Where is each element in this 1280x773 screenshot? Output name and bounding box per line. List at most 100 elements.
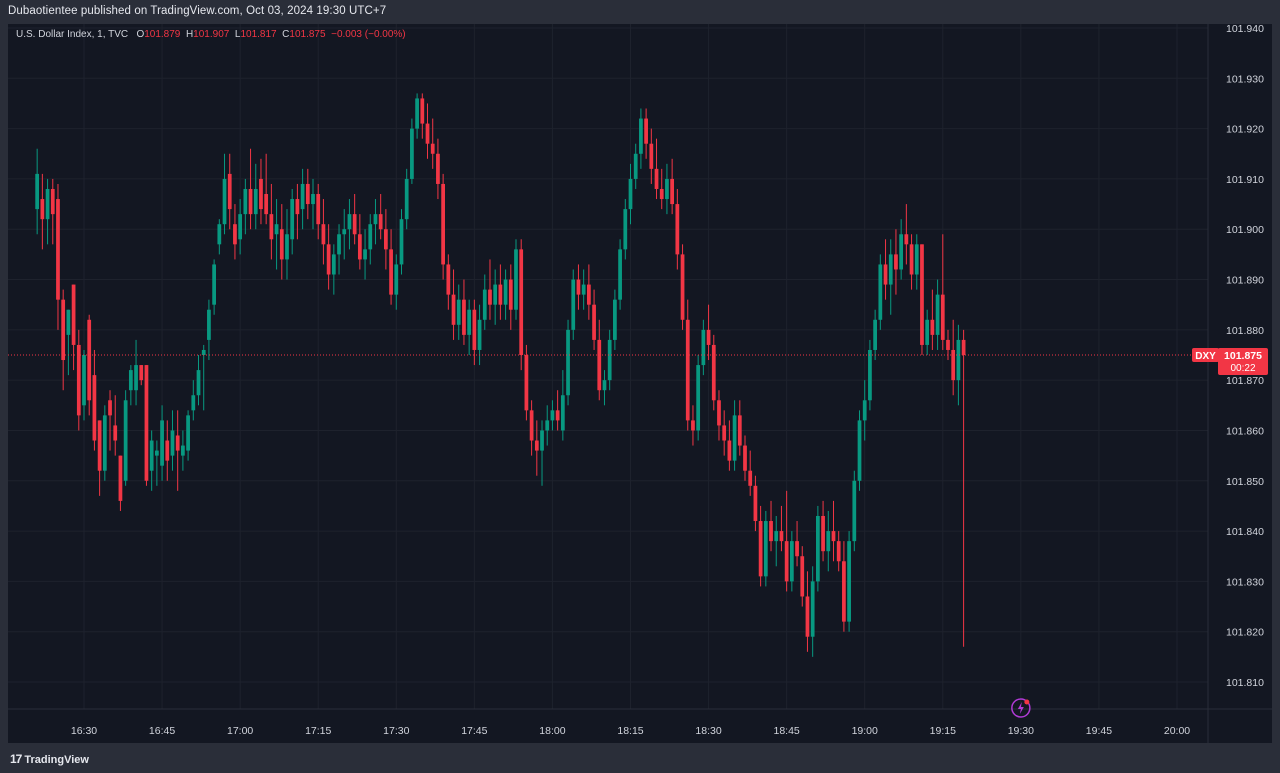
price-tag-box — [1218, 348, 1268, 375]
candle-body-up — [545, 420, 550, 431]
candlestick-chart[interactable]: 101.940 101.930 101.920 101.910 101.900 101.8… — [8, 24, 1272, 743]
candle-body-down — [784, 541, 789, 582]
candle-body-up — [128, 370, 133, 391]
candle-body-down — [97, 420, 102, 471]
candle-body-up — [35, 173, 40, 210]
candle-body-up — [607, 339, 612, 381]
candle-body-down — [50, 188, 55, 215]
legend-close-value: 101.875 — [289, 29, 326, 40]
candle-body-up — [368, 224, 373, 250]
candle-body-down — [592, 304, 596, 340]
candle-body-down — [831, 531, 836, 542]
candle-body-up — [628, 178, 633, 210]
x-tick-label: 18:45 — [774, 725, 800, 737]
candle-body-up — [399, 219, 404, 265]
candle-body-down — [420, 98, 425, 124]
candle-body-down — [883, 264, 888, 285]
candle-body-down — [451, 294, 456, 325]
candle-body-down — [488, 289, 492, 305]
candle-body-up — [732, 415, 737, 461]
candle-body-up — [540, 430, 544, 451]
x-tick-label: 19:45 — [1086, 725, 1112, 737]
candle-body-up — [160, 420, 164, 466]
candle-body-up — [415, 98, 419, 129]
candle-body-up — [613, 299, 617, 340]
candle-body-down — [508, 279, 513, 310]
candle-body-down — [779, 531, 784, 542]
footer-brand: TradingView — [24, 754, 89, 766]
candle-body-down — [269, 214, 274, 240]
candle-body-down — [436, 153, 440, 184]
y-tick-label: 101.850 — [1226, 476, 1264, 488]
candle-body-down — [92, 375, 97, 441]
candle-body-up — [810, 581, 815, 637]
candle-body-down — [795, 541, 799, 557]
x-tick-label: 19:15 — [930, 725, 956, 737]
legend-high-value: 101.907 — [193, 29, 230, 40]
publisher-bar: Dubaotientee published on TradingView.co… — [0, 0, 1280, 24]
footer-bar: 17 TradingView — [0, 743, 1280, 773]
y-tick-label: 101.810 — [1226, 677, 1264, 689]
x-tick-label: 17:00 — [227, 725, 253, 737]
candle-body-up — [935, 294, 940, 335]
candle-body-up — [217, 224, 222, 245]
y-tick-label: 101.880 — [1226, 325, 1264, 337]
candle-body-down — [519, 249, 524, 355]
candle-body-down — [717, 400, 721, 426]
candle-body-down — [727, 440, 732, 461]
candle-body-down — [529, 410, 534, 441]
x-tick-label: 19:00 — [852, 725, 878, 737]
candle-body-down — [675, 204, 680, 255]
legend-open-label: O — [136, 29, 145, 40]
candle-body-up — [639, 118, 643, 154]
candle-body-up — [311, 194, 315, 205]
candle-body-down — [685, 319, 690, 421]
candle-body-up — [331, 254, 336, 275]
candle-body-up — [170, 430, 175, 456]
candle-body-up — [862, 400, 867, 421]
legend-low-value: 101.817 — [240, 29, 277, 40]
candle-body-down — [597, 339, 602, 391]
candle-body-down — [108, 400, 112, 416]
candle-body-down — [800, 556, 805, 597]
candle-body-down — [498, 284, 503, 305]
y-tick-label: 101.910 — [1226, 174, 1264, 186]
candle-body-down — [555, 410, 560, 421]
candle-body-down — [472, 309, 477, 350]
legend-open-value: 101.879 — [144, 29, 181, 40]
candle-body-down — [680, 254, 685, 320]
candle-body-up — [925, 319, 930, 345]
candle-body-up — [847, 541, 851, 622]
candle-body-down — [737, 415, 742, 446]
tradingview-logo[interactable]: 17 TradingView — [10, 752, 89, 766]
candle-body-down — [264, 194, 269, 215]
candle-body-down — [279, 229, 284, 260]
candle-body-up — [243, 188, 248, 215]
candle-body-up — [774, 531, 779, 542]
candle-body-down — [61, 299, 66, 361]
chart-pane[interactable]: 101.940 101.930 101.920 101.910 101.900 101.8… — [8, 24, 1272, 743]
candle-body-up — [149, 440, 154, 471]
candle-body-up — [789, 541, 794, 582]
x-tick-label: 20:00 — [1164, 725, 1190, 737]
y-tick-label: 101.820 — [1226, 627, 1264, 639]
candle-body-down — [441, 183, 446, 265]
candle-body-up — [514, 249, 518, 310]
candle-body-up — [102, 415, 107, 471]
candle-body-down — [139, 365, 144, 381]
candle-body-down — [743, 445, 747, 471]
legend-low-label: L — [234, 29, 241, 40]
candle-body-up — [571, 279, 576, 330]
symbol-tag-box — [1192, 348, 1219, 362]
candle-body-down — [118, 455, 123, 501]
candle-body-up — [899, 234, 904, 270]
candle-body-up — [186, 415, 190, 451]
candle-body-up — [852, 480, 857, 542]
alert-dot — [1024, 699, 1030, 705]
candle-body-down — [524, 355, 529, 411]
candle-body-down — [316, 194, 321, 225]
price-tag-countdown: 00:22 — [1230, 363, 1255, 374]
candle-body-down — [909, 244, 914, 275]
candle-body-up — [394, 264, 399, 295]
candle-body-up — [274, 224, 279, 235]
